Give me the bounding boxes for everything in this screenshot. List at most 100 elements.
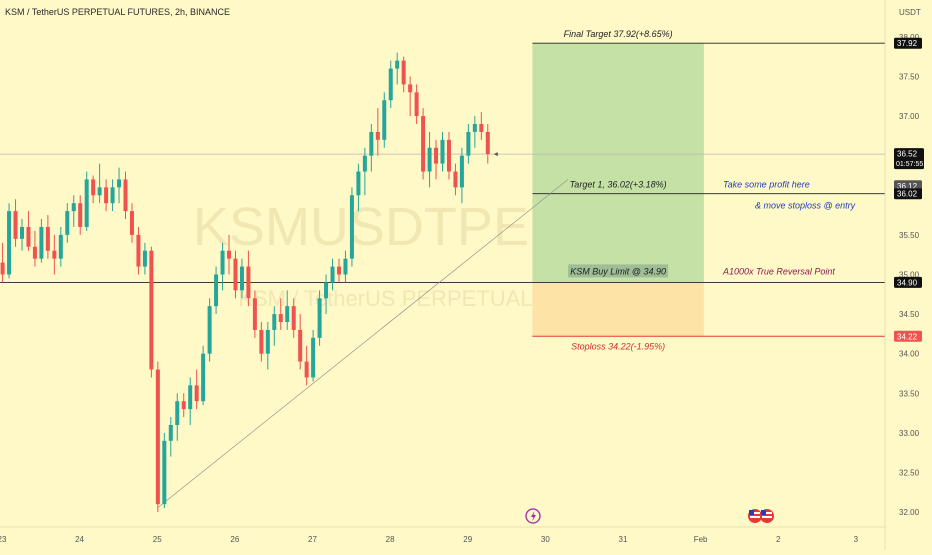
candle[interactable] <box>78 195 83 235</box>
candle-body[interactable] <box>375 131 380 140</box>
lightning-event-icon[interactable] <box>525 508 541 524</box>
candle[interactable] <box>336 258 341 283</box>
candle[interactable] <box>246 250 251 307</box>
candle[interactable] <box>479 112 484 140</box>
candle-body[interactable] <box>324 282 329 299</box>
candle-body[interactable] <box>142 250 147 267</box>
candle[interactable] <box>181 393 186 418</box>
candle[interactable] <box>446 131 451 180</box>
candle[interactable] <box>91 175 96 204</box>
candle-body[interactable] <box>472 124 477 132</box>
candle[interactable] <box>162 432 167 509</box>
candle-body[interactable] <box>110 187 115 204</box>
candle-body[interactable] <box>188 385 193 410</box>
candle-body[interactable] <box>388 68 393 101</box>
candle-body[interactable] <box>162 440 167 505</box>
time-axis[interactable]: 232425262728293031Feb23 <box>0 526 885 544</box>
candle-body[interactable] <box>336 266 341 275</box>
us-flag-event-icon-2[interactable] <box>760 509 774 523</box>
candle-body[interactable] <box>440 139 445 164</box>
candle[interactable] <box>19 219 25 251</box>
candle[interactable] <box>155 361 160 513</box>
candle[interactable] <box>39 219 44 263</box>
candle-body[interactable] <box>45 226 50 251</box>
candle[interactable] <box>194 369 199 410</box>
candle[interactable] <box>401 56 406 93</box>
candle[interactable] <box>142 242 147 275</box>
candle[interactable] <box>149 246 154 378</box>
candle[interactable] <box>214 266 219 315</box>
candle[interactable] <box>362 147 367 196</box>
candle-body[interactable] <box>78 203 83 227</box>
candle-body[interactable] <box>421 116 426 172</box>
candle-body[interactable] <box>265 329 270 354</box>
candle-body[interactable] <box>343 258 348 275</box>
candle[interactable] <box>382 92 387 148</box>
candle[interactable] <box>349 187 354 267</box>
candle-body[interactable] <box>382 100 387 140</box>
candle-body[interactable] <box>459 155 464 188</box>
candle[interactable] <box>466 124 471 164</box>
candle-body[interactable] <box>207 306 212 354</box>
candle[interactable] <box>227 234 232 275</box>
candle[interactable] <box>0 242 5 283</box>
candle[interactable] <box>252 290 257 338</box>
candle-body[interactable] <box>227 250 232 259</box>
candle-body[interactable] <box>149 250 154 370</box>
candle-body[interactable] <box>7 211 12 275</box>
candle-body[interactable] <box>65 211 70 235</box>
candle[interactable] <box>427 131 432 188</box>
candle[interactable] <box>201 345 206 406</box>
candle-body[interactable] <box>26 226 31 247</box>
candle[interactable] <box>421 108 426 180</box>
candle[interactable] <box>459 147 464 204</box>
candle-body[interactable] <box>317 298 322 338</box>
candle-body[interactable] <box>427 147 432 172</box>
candle-body[interactable] <box>129 211 134 235</box>
candle[interactable] <box>129 203 134 243</box>
candle[interactable] <box>188 377 193 425</box>
candle[interactable] <box>175 393 180 441</box>
candle[interactable] <box>117 167 122 204</box>
candle-body[interactable] <box>181 401 186 410</box>
candle[interactable] <box>104 179 109 212</box>
candle-body[interactable] <box>408 84 413 93</box>
candle[interactable] <box>317 290 322 346</box>
candle[interactable] <box>324 274 329 315</box>
candle[interactable] <box>52 234 57 275</box>
candle[interactable] <box>136 226 141 275</box>
candle[interactable] <box>298 314 303 370</box>
candle[interactable] <box>278 298 283 330</box>
candle-body[interactable] <box>84 179 89 227</box>
candle-body[interactable] <box>32 246 37 259</box>
candle[interactable] <box>375 108 380 156</box>
candle-body[interactable] <box>349 195 354 259</box>
candle[interactable] <box>97 163 102 204</box>
candle[interactable] <box>32 230 37 267</box>
candle-body[interactable] <box>304 361 309 378</box>
candle[interactable] <box>7 203 12 279</box>
candle[interactable] <box>434 139 439 180</box>
candle-body[interactable] <box>168 424 173 441</box>
candle-body[interactable] <box>272 314 277 330</box>
candle-body[interactable] <box>52 250 57 259</box>
candle-body[interactable] <box>13 211 18 239</box>
candle-body[interactable] <box>479 124 484 132</box>
candle-body[interactable] <box>485 131 490 155</box>
candle[interactable] <box>311 329 316 382</box>
candle-body[interactable] <box>175 401 180 425</box>
candle-body[interactable] <box>58 234 63 259</box>
candle-body[interactable] <box>19 226 25 239</box>
candle[interactable] <box>110 179 115 212</box>
candle[interactable] <box>71 195 76 227</box>
candle[interactable] <box>123 171 128 220</box>
candle[interactable] <box>168 417 173 457</box>
candle[interactable] <box>13 199 18 247</box>
candle-body[interactable] <box>239 266 244 291</box>
candle-body[interactable] <box>330 266 335 283</box>
us-flag-event-icon[interactable] <box>748 509 762 523</box>
candle[interactable] <box>259 322 264 362</box>
candle[interactable] <box>453 163 458 196</box>
price-axis[interactable]: 32.00 32.50 33.00 33.50 34.00 34.50 35.00 35.50… <box>884 0 932 550</box>
candle[interactable] <box>485 124 490 164</box>
